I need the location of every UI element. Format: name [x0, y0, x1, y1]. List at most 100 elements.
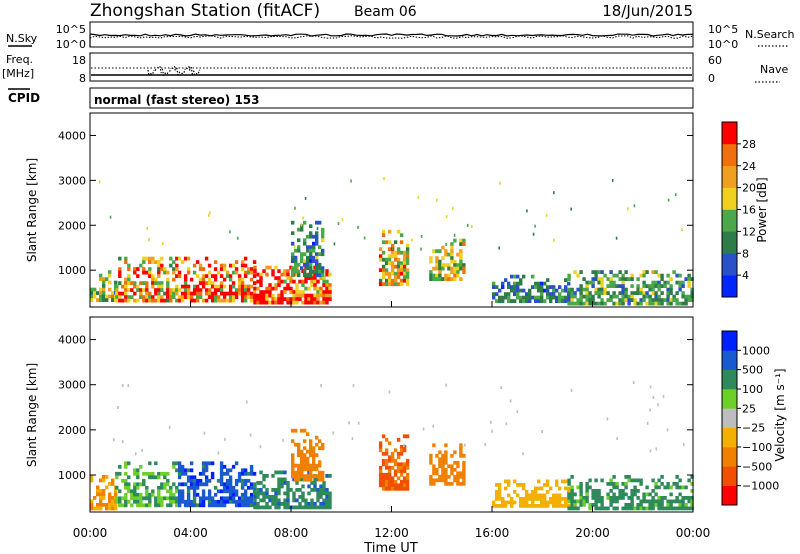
echo-cell-8 — [675, 280, 679, 285]
echo-cell-4 — [315, 252, 319, 257]
echo-cell-2 — [234, 291, 239, 296]
echo-cell-1 — [118, 298, 122, 303]
echo-cell-3 — [271, 286, 275, 291]
echo-cell-1 — [139, 499, 143, 504]
echo-cell-1 — [139, 492, 143, 497]
sparse-echo — [484, 443, 486, 447]
echo-cell-3 — [259, 498, 263, 503]
echo-cell-3 — [283, 297, 287, 301]
power-cbar-label-3: 16 — [742, 204, 756, 217]
echo-cell-2 — [186, 267, 191, 271]
echo-cell-1 — [175, 461, 179, 466]
echo-cell-3 — [313, 297, 317, 301]
echo-cell-3 — [286, 283, 290, 287]
echo-cell-8 — [621, 496, 625, 500]
echo-cell-1 — [124, 461, 128, 466]
echo-cell-2 — [249, 492, 254, 497]
echo-cell-2 — [201, 461, 206, 466]
echo-cell-1 — [157, 267, 161, 271]
echo-cell-1 — [127, 274, 131, 278]
echo-cell-8 — [660, 284, 664, 288]
echo-cell-5 — [384, 282, 389, 287]
echo-cell-4 — [321, 231, 325, 236]
echo-cell-5 — [393, 250, 398, 255]
echo-cell-1 — [142, 471, 146, 476]
echo-cell-3 — [328, 286, 332, 291]
echo-cell-8 — [645, 294, 649, 299]
echo-cell-4 — [315, 442, 319, 447]
echo-cell-8 — [591, 277, 595, 281]
echo-cell-5 — [381, 257, 386, 262]
echo-cell-2 — [222, 482, 227, 487]
echo-cell-8 — [657, 499, 661, 504]
echo-cell-1 — [154, 281, 158, 285]
echo-cell-8 — [681, 284, 685, 288]
echo-cell-2 — [246, 295, 251, 299]
echo-cell-3 — [310, 283, 314, 287]
sparse-echo — [363, 236, 366, 240]
echo-cell-3 — [283, 272, 287, 277]
echo-cell-5 — [381, 275, 386, 280]
echo-cell-2 — [240, 284, 245, 289]
echo-cell-8 — [648, 506, 652, 511]
echo-cell-1 — [151, 489, 155, 494]
echo-cell-8 — [588, 291, 592, 295]
echo-cell-4 — [309, 248, 313, 253]
echo-cell-3 — [262, 477, 266, 482]
echo-cell-8 — [687, 284, 691, 288]
echo-cell-3 — [289, 279, 293, 284]
echo-cell-5 — [387, 472, 392, 477]
echo-cell-3 — [292, 293, 296, 298]
echo-cell-2 — [231, 496, 236, 501]
echo-cell-0 — [105, 503, 109, 507]
echo-cell-2 — [192, 291, 197, 296]
echo-cell-8 — [570, 485, 574, 490]
echo-cell-2 — [186, 284, 191, 289]
echo-cell-5 — [405, 472, 410, 477]
echo-cell-3 — [319, 484, 323, 489]
echo-cell-7 — [498, 295, 502, 300]
echo-cell-1 — [157, 288, 161, 292]
echo-cell-3 — [253, 491, 257, 496]
echo-cell-4 — [297, 269, 301, 274]
sparse-echo — [224, 437, 226, 441]
echo-cell-8 — [654, 294, 658, 299]
echo-cell-2 — [204, 461, 209, 466]
echo-cell-7 — [516, 483, 520, 487]
echo-cell-8 — [645, 492, 649, 497]
echo-cell-3 — [304, 297, 308, 301]
echo-cell-4 — [309, 442, 313, 447]
echo-cell-5 — [381, 479, 386, 484]
sparse-echo — [141, 448, 143, 452]
echo-cell-3 — [274, 283, 278, 287]
echo-cell-2 — [180, 291, 185, 296]
velocity-cbar-seg-3 — [722, 427, 737, 448]
velocity-cbar-frame — [721, 330, 738, 506]
echo-cell-2 — [225, 274, 230, 278]
echo-cell-3 — [256, 481, 260, 485]
echo-cell-2 — [243, 298, 248, 303]
echo-cell-8 — [654, 298, 658, 302]
echo-cell-8 — [582, 294, 586, 299]
echo-cell-7 — [543, 299, 547, 303]
echo-cell-8 — [612, 273, 616, 278]
echo-cell-1 — [124, 482, 128, 487]
echo-cell-5 — [396, 271, 401, 276]
sparse-echo — [464, 443, 466, 447]
echo-cell-2 — [186, 499, 191, 504]
echo-cell-2 — [192, 489, 197, 494]
echo-cell-3 — [301, 300, 305, 305]
echo-cell-8 — [579, 270, 583, 274]
echo-cell-5 — [387, 458, 392, 463]
echo-cell-8 — [597, 492, 601, 497]
echo-cell-2 — [225, 478, 230, 483]
echo-cell-3 — [268, 293, 272, 298]
echo-cell-4 — [321, 470, 325, 475]
echo-cell-3 — [271, 269, 275, 273]
echo-cell-4 — [294, 463, 298, 468]
echo-cell-4 — [297, 262, 301, 267]
echo-cell-6 — [441, 471, 445, 476]
echo-cell-1 — [127, 281, 131, 285]
echo-cell-2 — [237, 274, 242, 278]
